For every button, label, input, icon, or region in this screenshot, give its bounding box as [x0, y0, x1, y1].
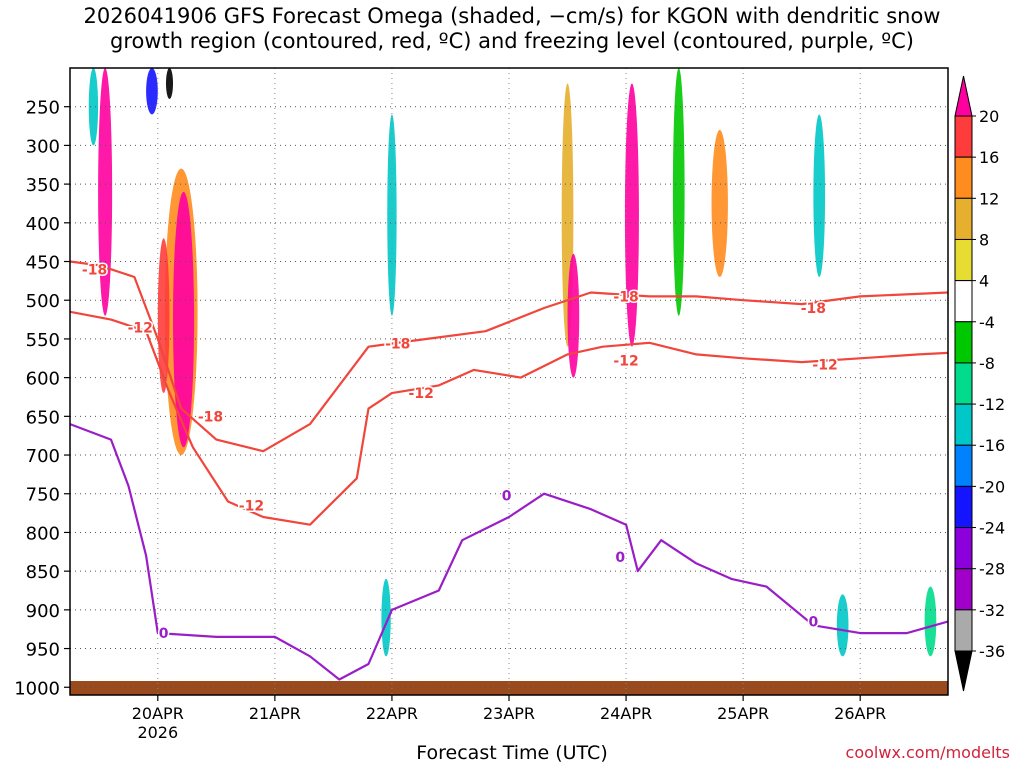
y-tick-label-550: 550	[26, 330, 60, 351]
omega-blob-15	[836, 594, 849, 657]
colorbar-label-4: 4	[979, 272, 989, 291]
contour-label-freezing-level-2: 0	[615, 550, 625, 566]
colorbar-segment-7	[954, 403, 973, 446]
y-tick-label-800: 800	[26, 523, 60, 544]
y-tick-label-650: 650	[26, 407, 60, 428]
plot-clip-group: -18 -18 -18 -18 -18 -12 -12 -12 -12 -12 0 0 0 0	[70, 68, 948, 695]
credit-text: coolwx.com/modelts	[845, 743, 1010, 762]
contour-label-dgz-minus18-0: -18	[82, 262, 107, 278]
contour-label-dgz-minus12-0: -12	[128, 320, 153, 336]
contour-label-dgz-minus18-1: -18	[198, 409, 223, 425]
colorbar-segment-5	[954, 321, 973, 364]
colorbar-segment-9	[954, 485, 973, 529]
colorbar-extend-high	[954, 75, 973, 117]
colorbar-extend-low	[954, 650, 973, 692]
y-tick-label-500: 500	[26, 291, 60, 312]
omega-blob-1	[88, 68, 99, 146]
plot-area: -18 -18 -18 -18 -18 -12 -12 -12 -12 -12 0 0 0 0	[70, 68, 948, 695]
colorbar-segment-6	[954, 362, 973, 405]
x-axis-label: Forecast Time (UTC)	[416, 742, 608, 764]
y-tick-label-300: 300	[26, 136, 60, 157]
colorbar-label--32: -32	[979, 601, 1005, 620]
omega-blob-13	[711, 129, 728, 277]
x-tick-label-23APR: 23APR	[483, 704, 535, 723]
contour-label-freezing-level-1: 0	[502, 488, 512, 504]
colorbar-segment-4	[954, 280, 973, 323]
contour-dgz-minus12	[70, 310, 948, 526]
colorbar-segment-8	[954, 444, 973, 487]
omega-blob-10	[567, 253, 580, 378]
omega-blob-8	[381, 578, 391, 657]
chart-title-line1: 2026041906 GFS Forecast Omega (shaded, −…	[83, 4, 941, 28]
contour-label-dgz-minus18-2: -18	[385, 337, 410, 353]
colorbar-segment-11	[954, 568, 973, 611]
omega-blob-7	[387, 114, 397, 316]
colorbar-segment-12	[954, 609, 973, 652]
colorbar-label-16: 16	[979, 148, 999, 167]
y-tick-label-600: 600	[26, 369, 60, 390]
colorbar-label--20: -20	[979, 477, 1005, 496]
y-tick-label-400: 400	[26, 214, 60, 235]
colorbar-label--24: -24	[979, 519, 1005, 538]
colorbar-label--28: -28	[979, 560, 1005, 579]
x-tick-label-20APR: 20APR	[132, 704, 184, 723]
omega-blob-3	[165, 68, 174, 99]
y-tick-label-450: 450	[26, 253, 60, 274]
colorbar: 20 16 12 8 4 -4 -8 -12 -16 -20 -24 -28 -32 -36	[954, 75, 1005, 692]
colorbar-segment-3	[954, 238, 973, 282]
y-tick-label-700: 700	[26, 446, 60, 467]
contour-label-dgz-minus12-4: -12	[812, 357, 837, 373]
omega-blob-14	[813, 114, 826, 277]
y-tick-label-350: 350	[26, 175, 60, 196]
chart-title-line2: growth region (contoured, red, ºC) and f…	[110, 29, 914, 53]
omega-blob-12	[672, 68, 685, 316]
colorbar-label--16: -16	[979, 436, 1005, 455]
omega-blob-11	[624, 83, 639, 347]
y-tick-label-250: 250	[26, 98, 60, 119]
y-tick-label-900: 900	[26, 601, 60, 622]
colorbar-segment-2	[954, 197, 973, 240]
contour-freezing-level	[70, 423, 948, 681]
contour-label-dgz-minus12-3: -12	[613, 354, 638, 370]
contour-label-dgz-minus12-1: -12	[239, 498, 264, 514]
x-tick-label-26APR: 26APR	[834, 704, 886, 723]
omega-blob-5	[173, 191, 195, 448]
contour-label-freezing-level-0: 0	[159, 626, 169, 642]
contour-dgz-minus18	[70, 260, 948, 453]
y-tick-label-750: 750	[26, 485, 60, 506]
colorbar-label-12: 12	[979, 189, 999, 208]
colorbar-segment-0	[954, 115, 973, 158]
y-tick-label-850: 850	[26, 562, 60, 583]
colorbar-label-20: 20	[979, 107, 999, 126]
x-tick-sublabel-2026: 2026	[137, 723, 178, 742]
plot-background	[70, 68, 948, 695]
contour-label-dgz-minus12-2: -12	[409, 386, 434, 402]
axes: 250 300 350 400 450 500 550 600 650 700 750 800 850 9…	[14, 67, 949, 742]
contour-label-freezing-level-3: 0	[808, 614, 818, 630]
omega-blob-16	[924, 586, 937, 657]
y-tick-label-1000: 1000	[14, 678, 60, 699]
x-tick-label-25APR: 25APR	[717, 704, 769, 723]
colorbar-label--8: -8	[979, 354, 995, 373]
colorbar-segment-1	[954, 156, 973, 199]
colorbar-label--12: -12	[979, 395, 1005, 414]
y-tick-label-950: 950	[26, 640, 60, 661]
omega-blob-0	[98, 68, 113, 316]
x-tick-label-21APR: 21APR	[249, 704, 301, 723]
contour-label-dgz-minus18-4: -18	[801, 301, 826, 317]
x-tick-label-24APR: 24APR	[600, 704, 652, 723]
omega-blob-6	[157, 238, 170, 394]
x-tick-label-22APR: 22APR	[366, 704, 418, 723]
colorbar-label-8: 8	[979, 230, 989, 249]
omega-blob-2	[146, 68, 158, 115]
colorbar-label--36: -36	[979, 642, 1005, 661]
contour-label-dgz-minus18-3: -18	[613, 289, 638, 305]
colorbar-segment-10	[954, 527, 973, 570]
chart-title: 2026041906 GFS Forecast Omega (shaded, −…	[0, 4, 1024, 54]
colorbar-label--4: -4	[979, 313, 995, 332]
